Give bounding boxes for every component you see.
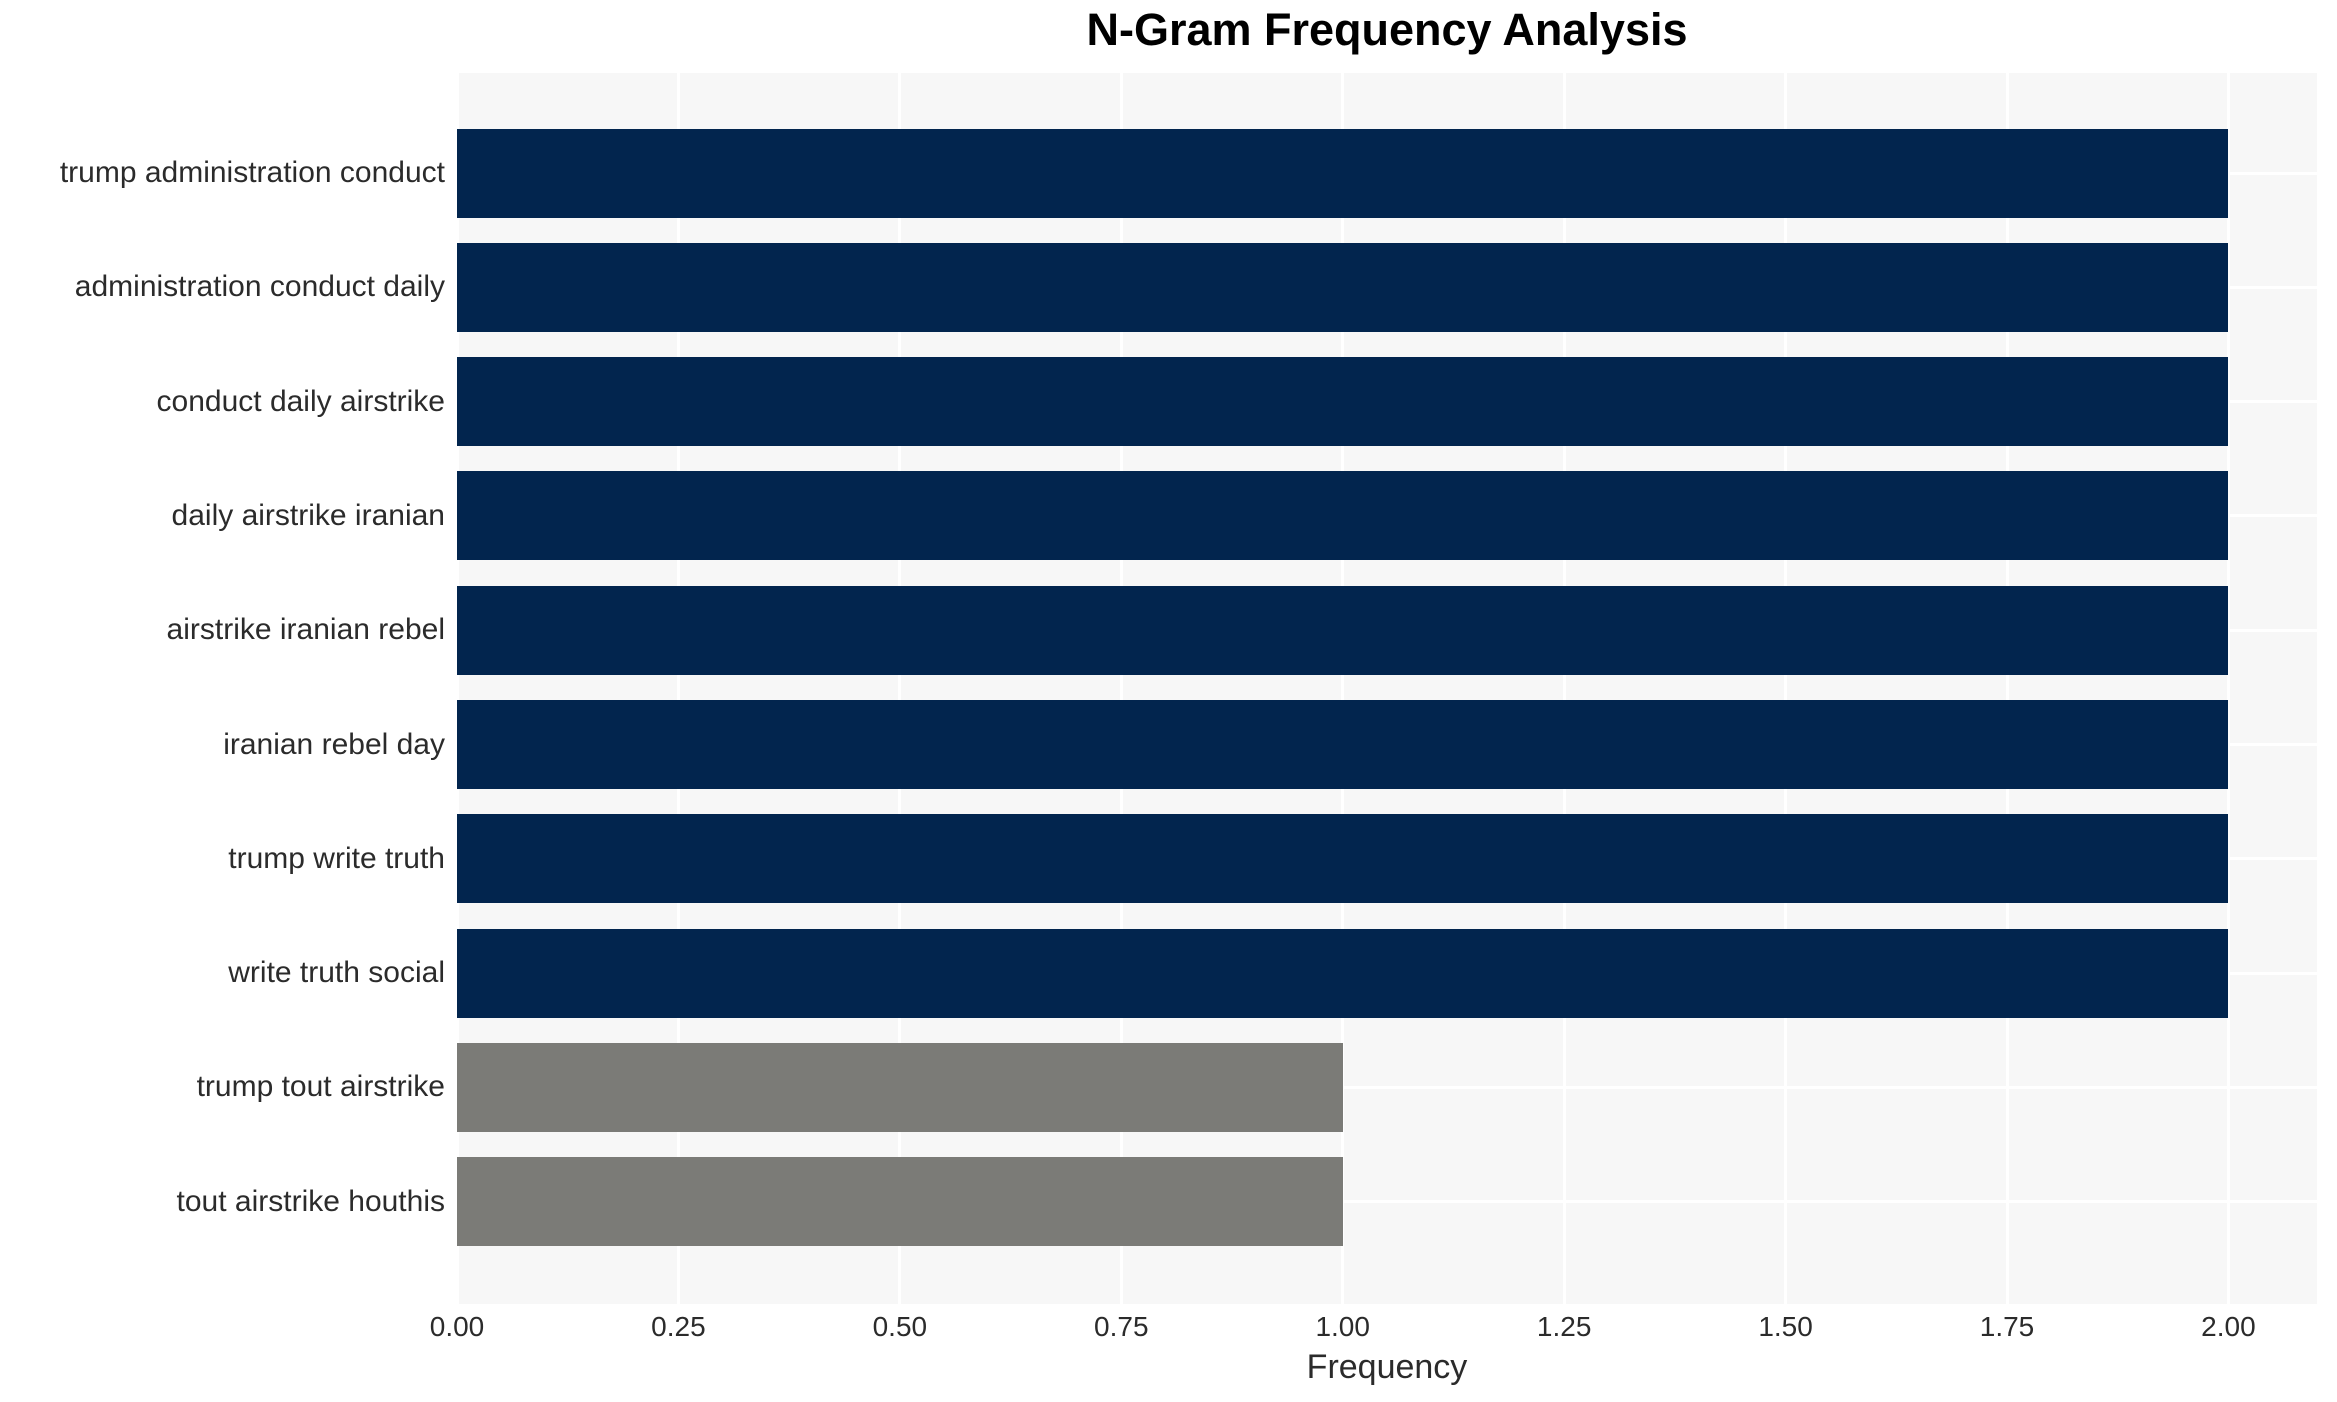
- vertical-gridline: [2005, 73, 2009, 1304]
- vertical-gridline: [676, 73, 680, 1304]
- x-tick-label: 2.00: [2201, 1311, 2256, 1342]
- x-tick-label: 0.00: [429, 1311, 485, 1342]
- vertical-gridline: [455, 73, 459, 1304]
- x-axis-ticks: 0.00 0.25 0.50 0.75 1.00 1.25 1.50 1.75 2.00: [430, 1304, 2317, 1344]
- chart-title: N-Gram Frequency Analysis: [1086, 4, 1688, 55]
- bar-administration-conduct-daily: [457, 242, 2229, 332]
- x-tick-label: 0.75: [1094, 1311, 1149, 1342]
- vertical-gridline: [1784, 73, 1788, 1304]
- vertical-gridline: [1341, 73, 1345, 1304]
- horizontal-gridline: [457, 1200, 2317, 1204]
- y-tick-label: trump administration conduct: [59, 156, 445, 189]
- y-tick-label: tout airstrike houthis: [176, 1184, 445, 1218]
- y-tick-label: trump tout airstrike: [196, 1070, 445, 1104]
- x-axis-title: Frequency: [1306, 1348, 1468, 1386]
- y-tick-label: daily airstrike iranian: [171, 498, 445, 532]
- x-tick-label: 1.75: [1979, 1311, 2035, 1342]
- bar-trump-administration-conduct: [457, 128, 2229, 218]
- x-tick-label: 1.25: [1536, 1311, 1592, 1342]
- vertical-gridline: [898, 73, 902, 1304]
- x-tick-label: 0.25: [651, 1311, 706, 1342]
- horizontal-gridline: [457, 1085, 2317, 1089]
- bar-daily-airstrike-iranian: [457, 471, 2229, 561]
- y-axis-labels: trump administration conduct administrati…: [0, 73, 445, 1304]
- bar-tout-airstrike-houthis: [457, 1157, 1343, 1247]
- y-tick-label: airstrike iranian rebel: [166, 613, 445, 647]
- y-tick-label: iranian rebel day: [223, 727, 445, 761]
- y-tick-label: trump write truth: [228, 841, 445, 875]
- x-tick-label: 1.50: [1758, 1311, 1813, 1342]
- bar-iranian-rebel-day: [457, 700, 2229, 789]
- x-tick-label: 0.50: [872, 1311, 928, 1342]
- y-tick-label: write truth social: [228, 956, 445, 990]
- bar-write-truth-social: [457, 928, 2229, 1018]
- x-tick-label: 1.00: [1315, 1311, 1370, 1342]
- plot-area: [455, 73, 2317, 1304]
- bar-trump-tout-airstrike: [457, 1042, 1343, 1132]
- bar-conduct-daily-airstrike: [457, 357, 2229, 447]
- vertical-gridline: [2226, 73, 2230, 1304]
- bar-trump-write-truth: [457, 814, 2229, 904]
- vertical-gridline: [1119, 73, 1123, 1304]
- bar-airstrike-iranian-rebel: [457, 585, 2229, 675]
- y-tick-label: conduct daily airstrike: [156, 384, 445, 418]
- vertical-gridline: [1562, 73, 1566, 1304]
- y-tick-label: administration conduct daily: [74, 270, 445, 304]
